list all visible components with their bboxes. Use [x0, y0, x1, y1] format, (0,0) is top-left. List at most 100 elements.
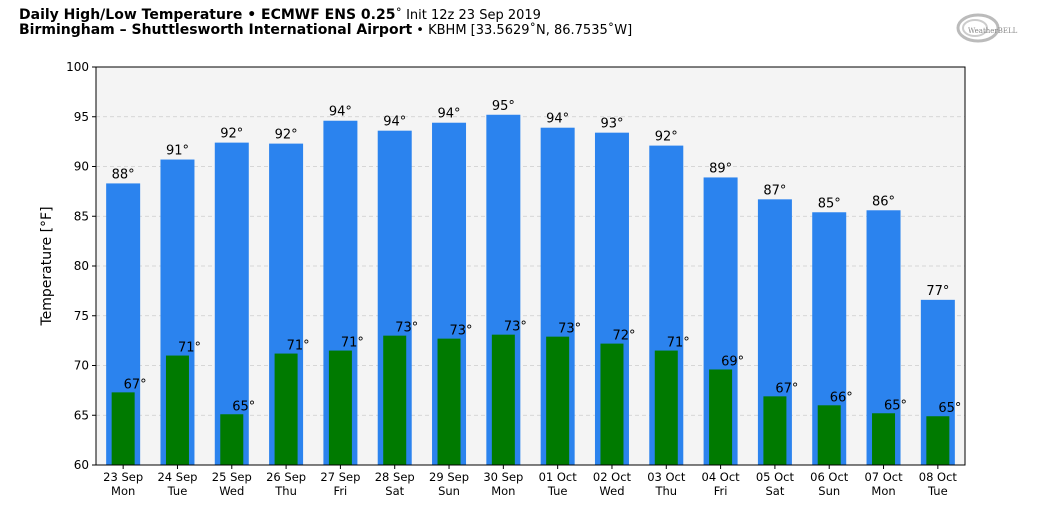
- high-label: 89°: [709, 161, 732, 176]
- x-tick-day: Thu: [654, 484, 677, 498]
- x-tick-date: 29 Sep: [429, 470, 469, 484]
- low-label: 65°: [938, 401, 961, 416]
- low-bar: [274, 353, 298, 465]
- x-tick-day: Sat: [385, 484, 404, 498]
- low-bar: [600, 343, 624, 465]
- x-tick-day: Wed: [599, 484, 624, 498]
- x-tick-day: Sat: [765, 484, 784, 498]
- x-tick-day: Mon: [111, 484, 135, 498]
- x-tick-date: 23 Sep: [103, 470, 143, 484]
- subtitle-station: Birmingham – Shuttlesworth International…: [19, 22, 413, 38]
- low-label: 71°: [287, 339, 310, 354]
- x-tick-date: 27 Sep: [320, 470, 360, 484]
- low-label: 71°: [341, 336, 364, 351]
- low-label: 73°: [558, 322, 581, 337]
- low-label: 73°: [395, 321, 418, 336]
- x-tick-day: Fri: [334, 484, 348, 498]
- low-label: 73°: [450, 324, 473, 339]
- chart-subtitle: Birmingham – Shuttlesworth International…: [19, 22, 633, 39]
- high-label: 77°: [926, 284, 949, 299]
- chart-title: Daily High/Low Temperature • ECMWF ENS 0…: [19, 7, 541, 24]
- plot-frame: [95, 66, 966, 466]
- low-bar: [817, 405, 841, 465]
- subtitle-coords: • KBHM [33.5629˚N, 86.7535˚W]: [412, 23, 633, 38]
- y-tick-label: 85: [74, 209, 89, 223]
- low-label: 65°: [884, 398, 907, 413]
- low-label: 73°: [504, 320, 527, 335]
- low-label: 65°: [232, 399, 255, 414]
- x-tick-day: Tue: [167, 484, 188, 498]
- low-label: 66°: [830, 390, 853, 405]
- low-bar: [546, 336, 570, 465]
- high-label: 94°: [383, 115, 406, 130]
- high-label: 85°: [818, 196, 841, 211]
- y-axis-label: Temperature [°F]: [39, 206, 55, 326]
- high-label: 87°: [763, 183, 786, 198]
- x-tick-day: Thu: [274, 484, 297, 498]
- title-init: ˚ Init 12z 23 Sep 2019: [395, 8, 541, 23]
- high-label: 92°: [655, 130, 678, 145]
- high-label: 86°: [872, 194, 895, 209]
- low-bar: [437, 338, 461, 465]
- y-tick-label: 75: [74, 309, 89, 323]
- low-bar: [872, 413, 896, 465]
- low-label: 67°: [775, 381, 798, 396]
- x-tick-date: 02 Oct: [593, 470, 632, 484]
- low-bar: [491, 334, 515, 465]
- low-bar: [654, 350, 678, 465]
- x-tick-day: Sun: [438, 484, 460, 498]
- logo-text: WeatherBELL: [968, 27, 1018, 35]
- weatherbell-logo: WeatherBELL: [956, 13, 1018, 43]
- low-bar: [383, 335, 407, 465]
- y-tick-label: 70: [74, 359, 89, 373]
- low-bar: [763, 396, 787, 465]
- low-bar: [220, 414, 244, 465]
- low-bar: [709, 369, 733, 465]
- x-tick-date: 07 Oct: [864, 470, 903, 484]
- y-tick-label: 90: [74, 160, 89, 174]
- y-tick-label: 65: [74, 408, 89, 422]
- x-tick-day: Fri: [714, 484, 728, 498]
- x-tick-date: 01 Oct: [539, 470, 578, 484]
- high-label: 94°: [329, 105, 352, 120]
- high-bar: [214, 142, 249, 465]
- high-label: 94°: [546, 112, 569, 127]
- low-label: 69°: [721, 354, 744, 369]
- high-label: 94°: [438, 107, 461, 122]
- x-tick-day: Tue: [547, 484, 568, 498]
- x-tick-day: Sun: [818, 484, 840, 498]
- high-label: 92°: [275, 128, 298, 143]
- title-bold: Daily High/Low Temperature • ECMWF ENS 0…: [19, 7, 396, 23]
- x-tick-day: Wed: [219, 484, 244, 498]
- x-tick-date: 05 Oct: [756, 470, 795, 484]
- high-label: 88°: [112, 167, 135, 182]
- y-tick-label: 95: [74, 110, 89, 124]
- x-tick-date: 28 Sep: [375, 470, 415, 484]
- low-bar: [165, 355, 189, 465]
- x-tick-date: 25 Sep: [212, 470, 252, 484]
- high-label: 93°: [600, 117, 623, 132]
- x-tick-day: Mon: [871, 484, 895, 498]
- low-bar: [111, 392, 135, 465]
- low-label: 71°: [178, 341, 201, 356]
- x-tick-date: 26 Sep: [266, 470, 306, 484]
- x-tick-date: 03 Oct: [647, 470, 686, 484]
- y-tick-label: 80: [74, 259, 89, 273]
- low-label: 67°: [124, 377, 147, 392]
- low-bar: [328, 350, 352, 465]
- x-tick-date: 06 Oct: [810, 470, 849, 484]
- high-label: 91°: [166, 144, 189, 159]
- high-label: 95°: [492, 99, 515, 114]
- low-bar: [926, 416, 950, 465]
- x-tick-date: 04 Oct: [702, 470, 741, 484]
- high-label: 92°: [220, 127, 243, 142]
- x-tick-date: 30 Sep: [483, 470, 523, 484]
- x-tick-day: Tue: [927, 484, 948, 498]
- low-label: 71°: [667, 336, 690, 351]
- low-label: 72°: [612, 329, 635, 344]
- y-tick-label: 100: [66, 60, 89, 74]
- x-tick-date: 08 Oct: [919, 470, 958, 484]
- y-tick-label: 60: [74, 458, 89, 472]
